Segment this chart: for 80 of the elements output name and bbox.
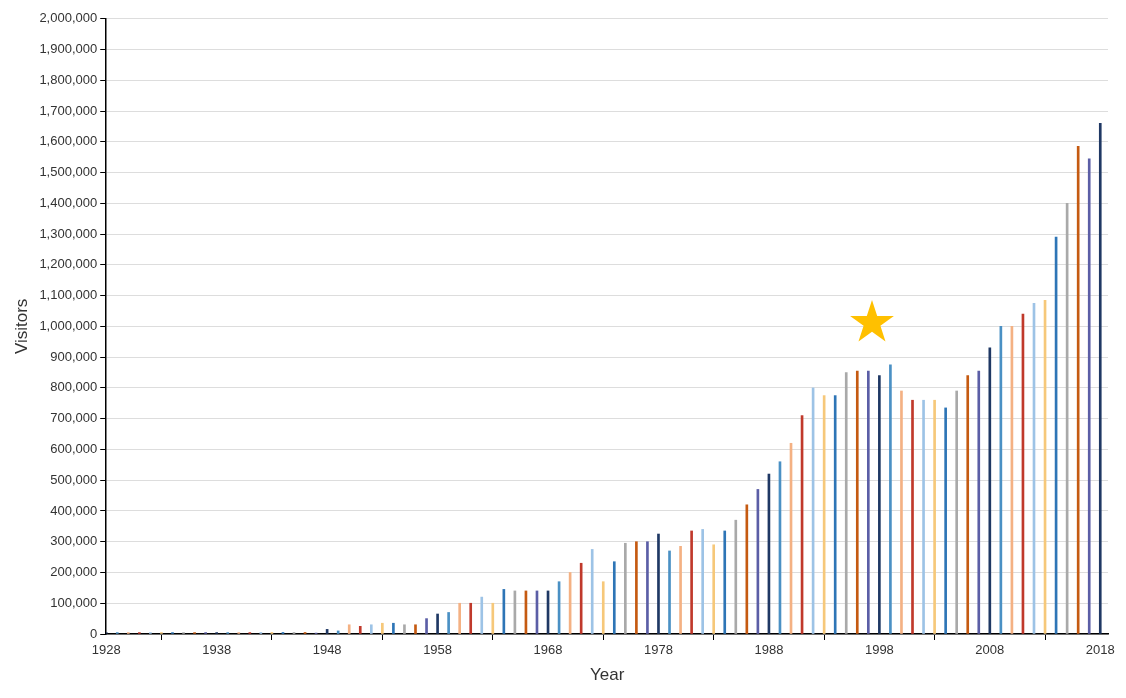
bar [701, 529, 704, 634]
y-tick-label: 500,000 [50, 471, 98, 487]
bar [889, 364, 892, 634]
y-tick-label: 900,000 [50, 348, 98, 364]
x-tick-label: 1958 [423, 642, 453, 658]
bar [690, 530, 693, 634]
y-tick-label: 2,000,000 [39, 10, 98, 26]
bar [833, 395, 837, 634]
y-tick-label: 1,500,000 [39, 164, 98, 180]
bar [601, 581, 605, 634]
y-tick-label: 400,000 [50, 502, 98, 518]
bar [369, 624, 373, 634]
x-tick-label: 2008 [975, 642, 1005, 658]
bar [458, 602, 461, 634]
y-tick-label: 1,400,000 [39, 194, 98, 210]
bar [668, 550, 671, 634]
y-tick-label: 1,600,000 [39, 133, 98, 149]
bar [612, 561, 616, 634]
bar [933, 399, 936, 634]
x-tick-label: 1928 [91, 642, 121, 658]
bar [911, 399, 914, 634]
y-axis-title: Visitors [11, 298, 31, 355]
bar [624, 542, 627, 634]
y-tick-label: 100,000 [50, 594, 98, 610]
y-tick-label: 800,000 [50, 379, 98, 395]
bar [734, 519, 738, 634]
y-tick-label: 700,000 [50, 410, 98, 426]
y-tick-label: 0 [90, 625, 98, 641]
bar [392, 622, 395, 634]
bar [900, 390, 903, 634]
y-tick-label: 1,000,000 [39, 317, 98, 333]
y-tick-label: 200,000 [50, 564, 98, 580]
bar [590, 549, 594, 634]
bar [414, 624, 417, 634]
bar [358, 625, 362, 634]
bar [944, 407, 947, 634]
bar [679, 546, 682, 634]
bar [447, 612, 450, 634]
bar [977, 370, 981, 634]
bar [844, 372, 848, 634]
bar [336, 630, 340, 634]
y-tick-label: 1,900,000 [39, 41, 98, 57]
x-axis-title: Year [589, 665, 625, 685]
x-tick-label: 2018 [1085, 642, 1115, 658]
bar [635, 541, 638, 634]
y-tick-label: 600,000 [50, 441, 98, 457]
bar [403, 624, 406, 634]
bar [1087, 158, 1091, 634]
y-tick-label: 1,100,000 [39, 287, 98, 303]
bar [480, 596, 484, 634]
bar [1098, 123, 1102, 634]
bar [646, 541, 649, 634]
bar [491, 602, 495, 634]
y-tick-label: 300,000 [50, 533, 98, 549]
bar [988, 347, 992, 634]
y-tick-label: 1,300,000 [39, 225, 98, 241]
y-tick-label: 1,700,000 [39, 102, 98, 118]
bar [657, 533, 660, 634]
bar [1076, 146, 1080, 634]
x-tick-label: 1948 [312, 642, 342, 658]
x-tick-label: 1988 [754, 642, 784, 658]
bar [347, 624, 351, 634]
bar [723, 530, 727, 634]
bar [712, 544, 716, 634]
x-tick-label: 1938 [202, 642, 232, 658]
x-tick-label: 1978 [644, 642, 673, 658]
y-tick-label: 1,200,000 [39, 256, 98, 272]
bar [381, 622, 384, 634]
x-tick-label: 1968 [533, 642, 563, 658]
x-tick-label: 1998 [864, 642, 894, 658]
bar [922, 399, 925, 634]
bar [469, 602, 473, 634]
bar [867, 370, 870, 634]
bar [855, 370, 859, 634]
bar [425, 618, 428, 634]
y-tick-label: 1,800,000 [39, 71, 98, 87]
bar [878, 375, 881, 634]
bar [436, 613, 439, 634]
bar [966, 375, 970, 634]
bar [955, 390, 959, 634]
